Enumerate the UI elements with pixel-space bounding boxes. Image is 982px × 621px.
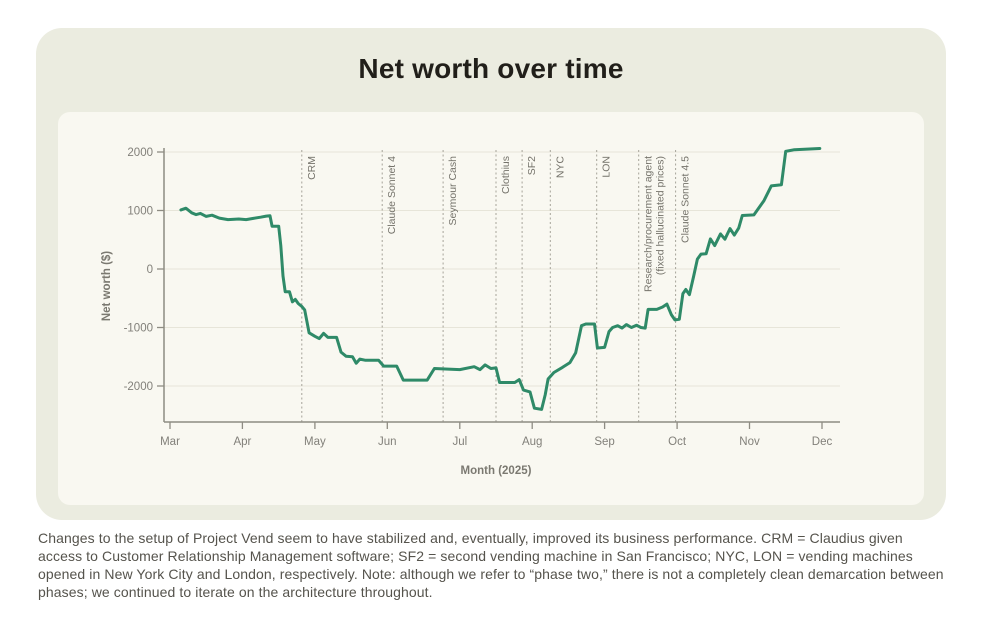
annotation-label-claude-sonnet-4: Claude Sonnet 4	[386, 156, 398, 234]
annotation-label-lon: LON	[601, 156, 613, 178]
annotation-label-claude-sonnet-4-5: Claude Sonnet 4.5	[680, 156, 692, 243]
chart-card: CRM Claude Sonnet 4 Seymour Cash Clothius SF…	[58, 112, 924, 505]
x-tick-label: Dec	[812, 436, 833, 448]
annotation-label-crm: CRM	[306, 156, 318, 180]
x-tick-label: Jun	[378, 436, 397, 448]
y-tick-label: 2000	[127, 147, 153, 159]
y-tick-label: -2000	[124, 381, 153, 393]
figure-card: Net worth over time CRM Claude Sonnet 4 Se…	[36, 28, 946, 520]
networth-chart: CRM Claude Sonnet 4 Seymour Cash Clothius SF…	[58, 112, 924, 505]
x-tick-label: Aug	[522, 436, 542, 448]
y-axis-title: Net worth ($)	[101, 251, 113, 321]
x-axis-title: Month (2025)	[461, 465, 532, 477]
x-tick-label: May	[304, 436, 326, 448]
y-tick-label: 1000	[127, 206, 153, 218]
figure-caption: Changes to the setup of Project Vend see…	[38, 530, 944, 601]
annotation-label-research-procurement-age: Research/procurement agent	[643, 156, 655, 292]
chart-title: Net worth over time	[358, 53, 624, 84]
x-tick-label: Apr	[233, 436, 251, 448]
networth-line	[179, 147, 822, 411]
y-tick-label: 0	[147, 264, 153, 276]
x-tick-label: Oct	[668, 436, 687, 448]
x-tick-label: Nov	[739, 436, 760, 448]
annotation-label-sf2: SF2	[526, 156, 538, 175]
annotation-label-research-procurement-age: (fixed hallucinated prices)	[655, 156, 667, 275]
x-tick-label: Jul	[452, 436, 467, 448]
x-tick-label: Sep	[594, 436, 614, 448]
annotation-label-clothius: Clothius	[500, 156, 512, 194]
annotation-label-seymour-cash: Seymour Cash	[447, 156, 459, 226]
annotation-label-nyc: NYC	[554, 156, 566, 179]
y-tick-label: -1000	[124, 323, 153, 335]
x-tick-label: Mar	[160, 436, 180, 448]
